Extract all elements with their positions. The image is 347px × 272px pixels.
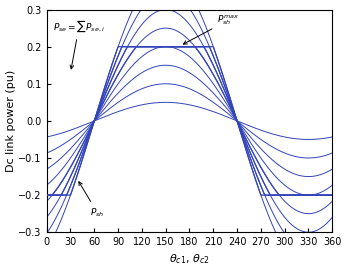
- X-axis label: $\theta_{c1},\, \theta_{c2}$: $\theta_{c1},\, \theta_{c2}$: [169, 253, 210, 267]
- Y-axis label: Dc link power (pu): Dc link power (pu): [6, 70, 16, 172]
- Text: $P_{se}=\sum P_{se,i}$: $P_{se}=\sum P_{se,i}$: [53, 19, 105, 69]
- Text: $P_{sh}^{max}$: $P_{sh}^{max}$: [183, 14, 239, 44]
- Text: $P_{sh}$: $P_{sh}$: [79, 182, 105, 219]
